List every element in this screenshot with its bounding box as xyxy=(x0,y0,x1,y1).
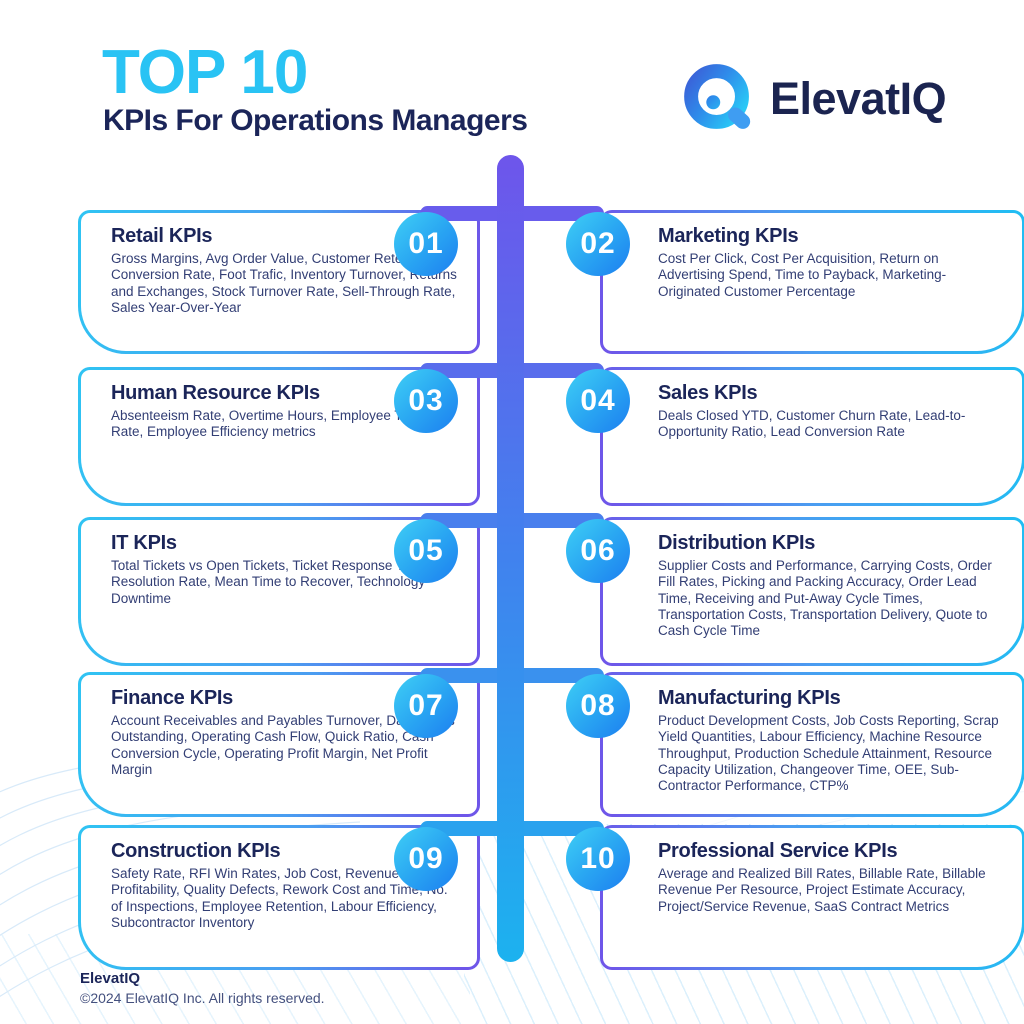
number-badge-10: 10 xyxy=(566,827,630,891)
card-title: Professional Service KPIs xyxy=(658,840,898,862)
page-subtitle: KPIs For Operations Managers xyxy=(103,104,528,137)
card-title: Marketing KPIs xyxy=(658,225,799,247)
number-badge-05: 05 xyxy=(394,519,458,583)
card-title: Sales KPIs xyxy=(658,382,758,404)
card-body: Cost Per Click, Cost Per Acquisition, Re… xyxy=(658,251,947,299)
footer: ElevatIQ ©2024 ElevatIQ Inc. All rights … xyxy=(80,970,325,1006)
card-body: Absenteeism Rate, Overtime Hours, Employ… xyxy=(111,408,448,440)
card-manufacturing-kpis: Manufacturing KPIs Product Development C… xyxy=(600,672,1024,817)
card-retail-kpis: Retail KPIs Gross Margins, Avg Order Val… xyxy=(78,210,480,354)
number-badge-09: 09 xyxy=(394,827,458,891)
card-title: Human Resource KPIs xyxy=(111,382,320,404)
page-title: TOP 10 xyxy=(102,38,308,107)
number-badge-02: 02 xyxy=(566,212,630,276)
number-badge-07: 07 xyxy=(394,674,458,738)
card-body: Average and Realized Bill Rates, Billabl… xyxy=(658,866,986,914)
number-badge-03: 03 xyxy=(394,369,458,433)
card-title: Finance KPIs xyxy=(111,687,233,709)
card-marketing-kpis: Marketing KPIs Cost Per Click, Cost Per … xyxy=(600,210,1024,354)
card-body: Product Development Costs, Job Costs Rep… xyxy=(658,713,999,794)
card-professional-service-kpis: Professional Service KPIs Average and Re… xyxy=(600,825,1024,970)
elevatiq-q-icon xyxy=(684,64,751,129)
number-badge-08: 08 xyxy=(566,674,630,738)
card-body: Supplier Costs and Performance, Carrying… xyxy=(658,558,992,639)
card-body: Deals Closed YTD, Customer Churn Rate, L… xyxy=(658,408,966,440)
number-badge-01: 01 xyxy=(394,212,458,276)
card-title: Distribution KPIs xyxy=(658,532,816,554)
footer-brand: ElevatIQ xyxy=(80,970,141,987)
timeline-spine xyxy=(497,155,524,962)
card-title: Retail KPIs xyxy=(111,225,213,247)
card-title: Manufacturing KPIs xyxy=(658,687,841,709)
card-sales-kpis: Sales KPIs Deals Closed YTD, Customer Ch… xyxy=(600,367,1024,506)
number-badge-06: 06 xyxy=(566,519,630,583)
card-title: IT KPIs xyxy=(111,532,177,554)
number-badge-04: 04 xyxy=(566,369,630,433)
elevatiq-logo-text: ElevatIQ xyxy=(770,73,947,124)
footer-copyright: ©2024 ElevatIQ Inc. All rights reserved. xyxy=(80,990,325,1006)
card-body: Gross Margins, Avg Order Value, Customer… xyxy=(111,251,457,315)
card-distribution-kpis: Distribution KPIs Supplier Costs and Per… xyxy=(600,517,1024,666)
card-body: Total Tickets vs Open Tickets, Ticket Re… xyxy=(111,558,430,606)
elevatiq-logo: ElevatIQ xyxy=(678,58,947,140)
